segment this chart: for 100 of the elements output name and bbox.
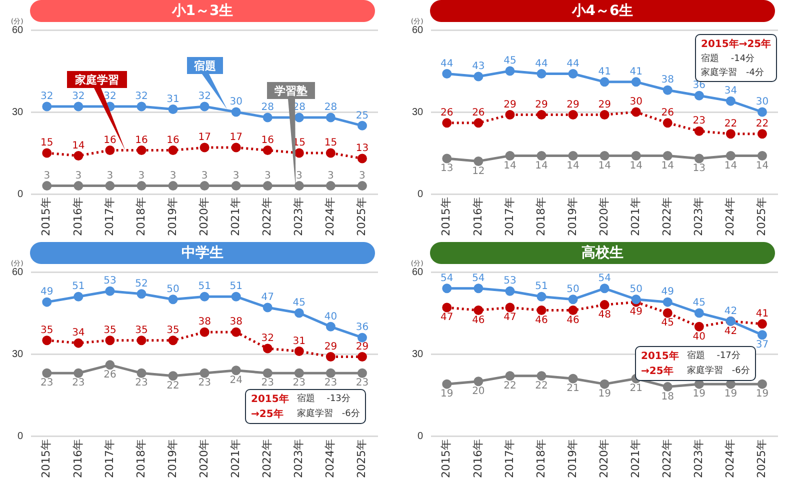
point [442,284,452,294]
point [74,368,84,378]
point [600,300,610,310]
data-label: 44 [535,58,548,70]
point [42,297,52,307]
x-tick-label: 2016年 [471,197,484,236]
y-tick-label: 0 [18,188,24,200]
x-tick-label: 2016年 [71,439,84,478]
y-tick-label: 30 [12,348,24,360]
x-tick-label: 2016年 [71,197,84,236]
point [536,371,546,381]
data-label: 29 [598,99,611,110]
data-label: 38 [198,316,211,328]
data-label: 26 [661,108,674,119]
x-tick-label: 2018年 [534,197,548,236]
point [200,102,210,112]
data-label: 26 [440,108,454,119]
point [200,368,210,378]
x-tick-label: 2025年 [755,439,768,478]
point [505,371,515,381]
point [105,360,115,370]
x-tick-label: 2015年 [440,439,453,478]
point [326,148,336,158]
data-label: 53 [504,276,516,287]
data-label: 26 [104,370,116,381]
point [505,110,515,120]
data-label: 23 [135,378,148,389]
x-tick-label: 2018年 [134,197,148,236]
data-label: 45 [504,56,516,67]
data-label: 28 [261,102,274,114]
data-label: 17 [230,132,242,144]
data-label: 47 [440,312,454,324]
data-label: 51 [72,281,85,292]
point [631,107,641,117]
data-label: 23 [324,378,338,389]
point [168,336,178,346]
data-label: 47 [261,292,274,304]
chart-title: 小4～6生 [430,0,775,22]
x-tick-label: 2015年 [40,197,53,236]
data-label: 19 [598,388,611,400]
data-label: 23 [261,378,274,389]
data-label: 26 [472,108,485,119]
x-tick-label: 2025年 [355,197,368,236]
point [757,379,767,389]
point [631,77,641,87]
point [231,327,241,337]
data-label: 21 [566,383,580,394]
data-label: 38 [661,74,674,86]
data-label: 35 [135,324,148,336]
data-label: 23 [692,116,706,127]
point [662,118,672,128]
data-label: 50 [166,284,180,295]
point [505,66,515,76]
data-label: 14 [504,160,516,172]
annotation: →25年 [641,364,674,378]
point [662,308,672,318]
point [357,368,367,378]
point [568,110,578,120]
annotation: 家庭学習 -6分 [686,364,750,378]
point [726,150,736,160]
x-tick-label: 2017年 [102,197,116,236]
data-label: 22 [504,380,516,392]
point [474,284,484,294]
x-tick-label: 2025年 [355,439,368,478]
x-tick-label: 2020年 [597,197,610,236]
data-label: 29 [504,99,516,110]
data-label: 44 [440,58,454,70]
y-tick-label: 0 [418,430,424,442]
point [600,284,610,294]
point [600,110,610,120]
data-label: 45 [661,318,674,329]
x-tick-label: 2020年 [197,439,210,478]
point [326,352,336,362]
annotation: 2015年 [251,392,289,406]
point [105,286,115,296]
data-label: 13 [692,163,706,174]
data-label: 40 [324,311,338,322]
data-label: 19 [440,388,454,400]
data-label: 22 [724,118,738,130]
point [168,371,178,381]
point [294,346,304,356]
chart-title: 中学生 [30,242,375,264]
data-label: 54 [598,272,611,284]
point [357,332,367,342]
point [568,150,578,160]
data-label: 3 [328,170,334,182]
x-tick-label: 2021年 [628,439,642,478]
point [474,72,484,82]
data-label: 3 [75,170,82,182]
data-label: 29 [324,341,338,352]
point [294,368,304,378]
chart-title: 小1～3生 [30,0,375,22]
point [168,104,178,114]
point [42,148,52,158]
data-label: 14 [661,160,674,172]
point [74,292,84,302]
data-label: 36 [356,322,369,334]
y-tick-label: 30 [412,106,424,118]
point [357,352,367,362]
point [505,286,515,296]
